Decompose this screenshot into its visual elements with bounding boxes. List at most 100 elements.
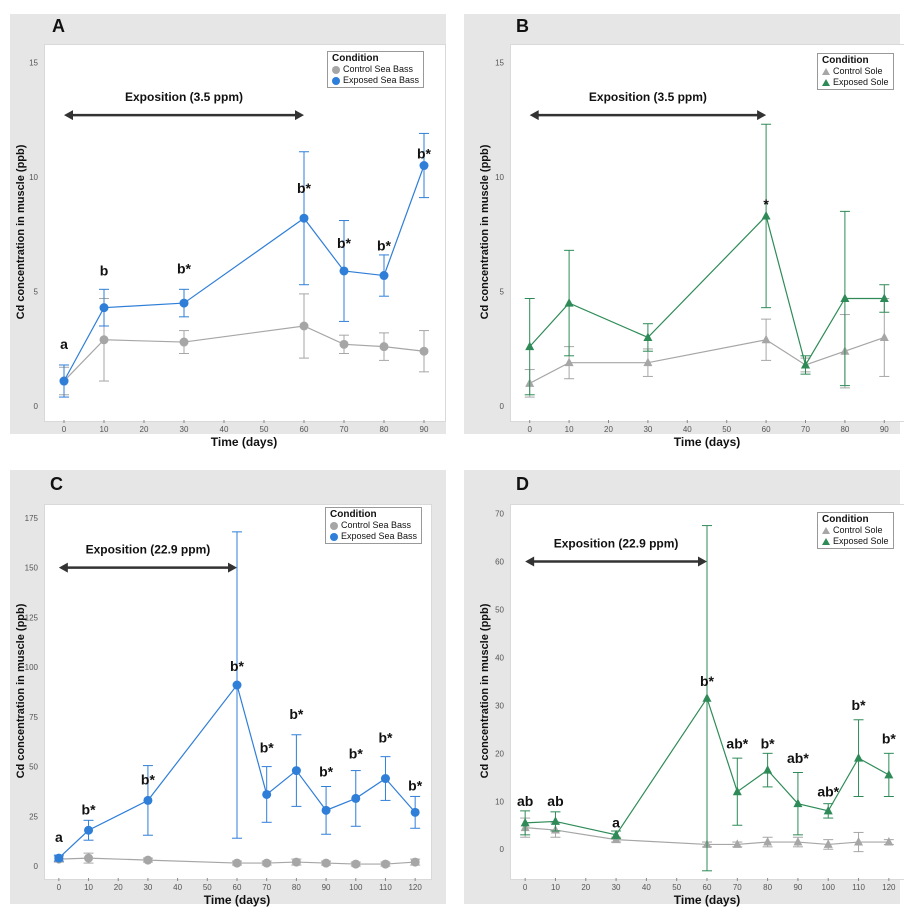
legend-item-control: Control Sole <box>822 66 889 77</box>
legend-marker-exposed <box>332 76 340 85</box>
y-axis-label: Cd concentration in muscle (ppb) <box>479 144 491 319</box>
x-tick-label: 70 <box>262 883 271 892</box>
exposed-series-point <box>380 774 390 784</box>
panel-b-legend: Condition Control Sole Exposed Sole <box>817 53 894 90</box>
significance-label: b* <box>319 764 334 780</box>
y-tick-label: 0 <box>34 862 39 871</box>
x-tick-label: 90 <box>793 883 802 892</box>
exposed-series-point <box>761 210 771 220</box>
exposed-series-line <box>525 696 890 836</box>
significance-label: b* <box>349 746 364 762</box>
x-tick-label: 110 <box>379 883 392 892</box>
x-axis-label: Time (days) <box>204 893 270 907</box>
significance-label: b* <box>230 658 245 674</box>
exposed-series-point <box>643 332 653 341</box>
panel-a-plot-area <box>44 44 446 422</box>
control-series-point <box>419 346 429 356</box>
significance-label: b* <box>337 235 352 251</box>
legend-label: Control Sole <box>833 525 883 535</box>
exposed-series-point <box>763 765 773 774</box>
exposition-arrow-head-left <box>525 556 535 567</box>
significance-label: b* <box>378 730 393 746</box>
significance-label: b* <box>177 260 192 276</box>
control-series-point <box>410 857 420 867</box>
x-tick-label: 90 <box>322 883 331 892</box>
significance-label: b* <box>82 801 97 817</box>
control-series-point <box>339 339 349 349</box>
control-series-point <box>879 332 889 341</box>
significance-label: b* <box>289 706 304 722</box>
y-tick-label: 75 <box>29 713 38 722</box>
control-series-point <box>380 859 390 869</box>
x-tick-label: 80 <box>292 883 301 892</box>
control-series-point <box>291 857 301 867</box>
exposed-series-point <box>525 341 535 351</box>
control-series-point <box>884 837 894 846</box>
x-tick-label: 40 <box>220 425 229 434</box>
x-tick-label: 70 <box>801 425 810 434</box>
exposed-series-point <box>879 293 889 302</box>
legend-item-control: Control Sole <box>822 525 889 536</box>
control-series-point <box>761 334 771 344</box>
exposed-series-point <box>321 805 331 815</box>
legend-marker-control <box>822 68 830 75</box>
x-tick-label: 60 <box>762 425 771 434</box>
y-tick-label: 15 <box>495 58 504 67</box>
x-tick-label: 20 <box>114 883 123 892</box>
y-tick-label: 125 <box>25 613 39 622</box>
exposition-arrow-head-left <box>529 110 539 121</box>
exposition-arrow-head-right <box>757 110 767 121</box>
x-tick-label: 120 <box>408 883 422 892</box>
x-tick-label: 10 <box>551 883 560 892</box>
exposed-series-point <box>54 853 64 863</box>
y-tick-label: 100 <box>25 663 39 672</box>
exposed-series-point <box>291 766 301 776</box>
x-tick-label: 60 <box>703 883 712 892</box>
x-tick-label: 70 <box>733 883 742 892</box>
legend-label: Control Sea Bass <box>343 64 414 74</box>
x-tick-label: 0 <box>523 883 528 892</box>
control-series-point <box>99 335 109 345</box>
y-tick-label: 0 <box>500 402 505 411</box>
significance-label: b* <box>761 736 776 752</box>
exposition-label: Exposition (22.9 ppm) <box>86 543 211 557</box>
significance-label: a <box>60 336 68 352</box>
exposed-series-point <box>379 271 389 281</box>
y-tick-label: 10 <box>495 173 504 182</box>
significance-label: b <box>100 263 109 279</box>
x-axis-label: Time (days) <box>674 435 740 449</box>
x-tick-label: 60 <box>300 425 309 434</box>
x-tick-label: 80 <box>380 425 389 434</box>
panel-c-letter: C <box>50 474 63 494</box>
panel-b-plot-area <box>510 44 904 422</box>
panel-a-legend: Condition Control Sea Bass Exposed Sea B… <box>327 51 425 88</box>
significance-label: b* <box>417 146 432 162</box>
legend-title: Condition <box>330 509 377 520</box>
y-axis-label: Cd concentration in muscle (ppb) <box>15 144 27 319</box>
significance-label: ab* <box>787 750 809 766</box>
panel-d-letter: D <box>516 474 529 494</box>
legend-title: Condition <box>332 53 379 64</box>
significance-label: ab <box>547 793 563 809</box>
x-tick-label: 30 <box>643 425 652 434</box>
x-tick-label: 80 <box>763 883 772 892</box>
x-tick-label: 30 <box>612 883 621 892</box>
x-tick-label: 90 <box>880 425 889 434</box>
x-tick-label: 20 <box>581 883 590 892</box>
legend-marker-exposed <box>822 538 830 545</box>
x-tick-label: 120 <box>882 883 896 892</box>
y-tick-label: 0 <box>500 845 505 854</box>
x-tick-label: 0 <box>527 425 532 434</box>
exposition-label: Exposition (3.5 ppm) <box>125 90 243 104</box>
exposed-series-point <box>299 213 309 223</box>
x-tick-label: 50 <box>722 425 731 434</box>
exposed-series-point <box>419 161 429 171</box>
legend-item-exposed: Exposed Sole <box>822 536 889 547</box>
y-tick-label: 25 <box>29 812 38 821</box>
control-series-point <box>379 342 389 352</box>
x-tick-label: 80 <box>840 425 849 434</box>
